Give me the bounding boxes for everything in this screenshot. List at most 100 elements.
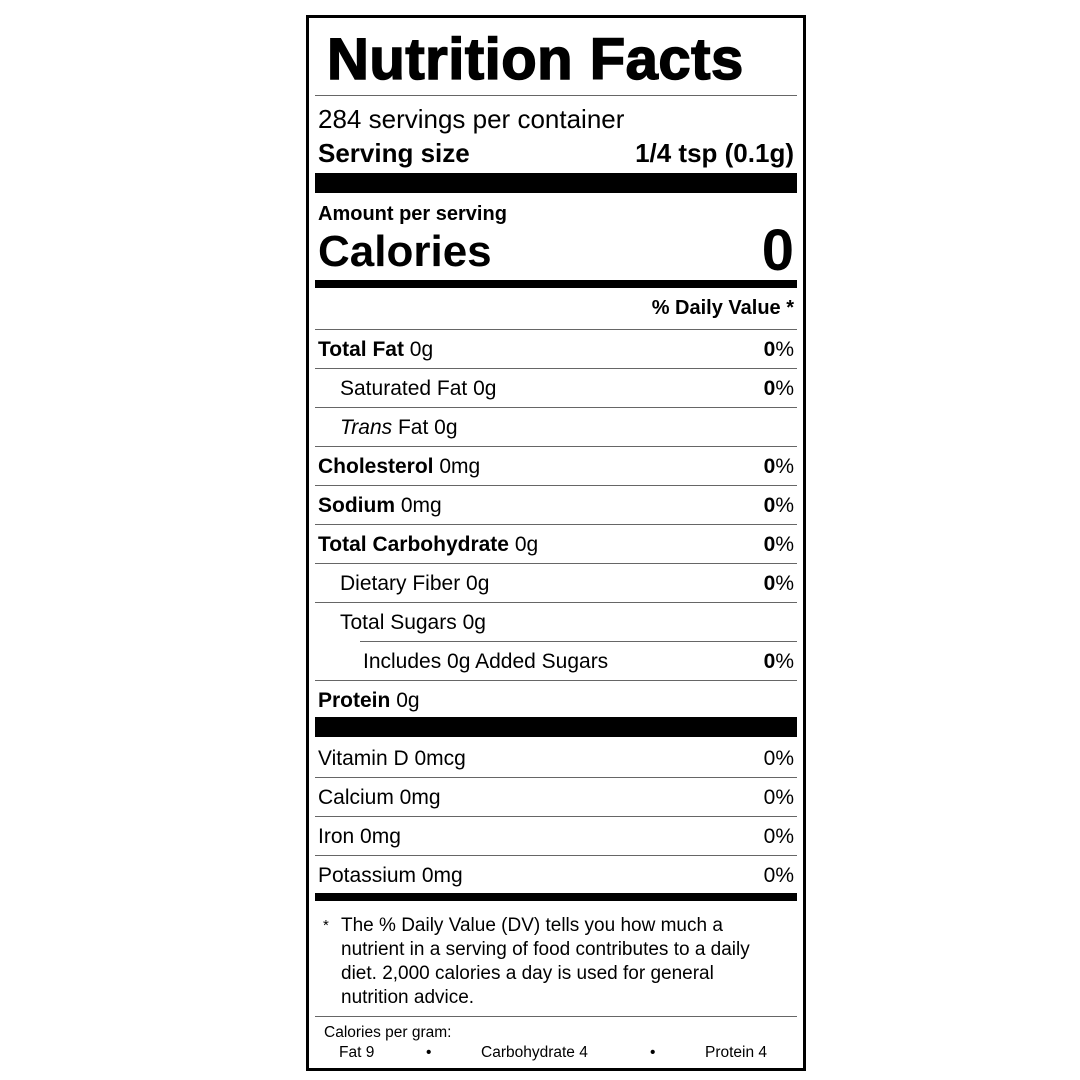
medium-divider — [315, 893, 797, 901]
divider — [315, 446, 797, 447]
dv-number: 0 — [763, 376, 776, 400]
percent-sign: % — [775, 649, 794, 673]
vitamin-daily-value: 0% — [763, 863, 794, 887]
vitamin-row: Calcium 0mg 0% — [315, 778, 797, 817]
nutrient-name: Cholesterol — [318, 454, 434, 478]
vitamin-daily-value: 0% — [763, 746, 794, 770]
nutrient-row: Cholesterol 0mg 0% — [315, 447, 797, 486]
nutrient-name: Total Sugars — [340, 610, 457, 634]
nutrient-row: Saturated Fat 0g 0% — [315, 369, 797, 408]
nutrient-daily-value: 0% — [764, 650, 794, 674]
vitamin-daily-value: 0% — [763, 785, 794, 809]
vitamin-label: Iron 0mg — [318, 824, 401, 848]
divider — [315, 329, 797, 330]
percent-sign: % — [775, 376, 794, 400]
medium-divider — [315, 280, 797, 288]
divider — [315, 602, 797, 603]
nutrient-name: Sodium — [318, 493, 395, 517]
nutrient-daily-value: 0% — [764, 377, 794, 401]
divider — [315, 524, 797, 525]
divider — [315, 777, 797, 778]
nutrient-row: Total Fat 0g 0% — [315, 330, 797, 369]
vitamin-row: Iron 0mg 0% — [315, 817, 797, 856]
thick-divider — [315, 717, 797, 737]
nutrient-label: Cholesterol 0mg — [318, 455, 480, 479]
serving-size-value: 1/4 tsp (0.1g) — [635, 138, 794, 168]
vitamin-label: Calcium 0mg — [318, 785, 441, 809]
nutrient-name: Trans — [340, 415, 393, 439]
nutrient-label: Total Sugars 0g — [318, 611, 486, 635]
percent-sign: % — [775, 532, 794, 556]
calories-value: 0 — [761, 218, 794, 283]
divider — [315, 855, 797, 856]
vitamin-label: Vitamin D 0mcg — [318, 746, 466, 770]
vitamin-row: Vitamin D 0mcg 0% — [315, 739, 797, 778]
vitamin-row: Potassium 0mg 0% — [315, 856, 797, 895]
nutrient-daily-value: 0% — [764, 455, 794, 479]
serving-size-label: Serving size — [318, 138, 470, 168]
nutrient-amount: 0g — [473, 376, 497, 400]
thick-divider — [315, 173, 797, 193]
dv-number: 0 — [763, 337, 776, 361]
divider — [315, 485, 797, 486]
footnote-asterisk: * — [323, 917, 329, 934]
nutrient-daily-value: 0% — [764, 338, 794, 362]
nutrient-amount: 0mg — [400, 493, 442, 517]
nutrient-daily-value: 0% — [764, 533, 794, 557]
divider — [315, 95, 797, 96]
nutrient-row: Includes 0g Added Sugars 0% — [315, 642, 797, 681]
nutrient-label: Trans Fat 0g — [318, 416, 458, 440]
nutrient-label: Saturated Fat 0g — [318, 377, 496, 401]
nutrient-name: Protein — [318, 688, 391, 712]
nutrient-name: Total Carbohydrate — [318, 532, 509, 556]
divider — [315, 563, 797, 564]
nutrient-label: Dietary Fiber 0g — [318, 572, 489, 596]
nutrient-amount: 0g — [434, 415, 458, 439]
nutrient-row: Total Sugars 0g — [315, 603, 797, 642]
calories-per-gram-label: Calories per gram: — [324, 1024, 452, 1041]
nutrient-row: Dietary Fiber 0g 0% — [315, 564, 797, 603]
divider — [315, 1016, 797, 1017]
percent-sign: % — [775, 571, 794, 595]
label-title: Nutrition Facts — [326, 26, 744, 93]
nutrient-label: Total Fat 0g — [318, 338, 433, 362]
divider — [315, 407, 797, 408]
divider — [315, 680, 797, 681]
percent-sign: % — [775, 454, 794, 478]
nutrient-row: Sodium 0mg 0% — [315, 486, 797, 525]
nutrient-label: Sodium 0mg — [318, 494, 442, 518]
nutrient-daily-value: 0% — [764, 494, 794, 518]
dv-number: 0 — [763, 649, 776, 673]
cpg-separator: • — [650, 1044, 656, 1061]
nutrient-amount: 0g — [466, 571, 490, 595]
dv-number: 0 — [763, 571, 776, 595]
footnote-text: The % Daily Value (DV) tells you how muc… — [341, 915, 750, 1008]
cpg-carbohydrate: Carbohydrate 4 — [481, 1044, 588, 1061]
nutrient-amount: 0g — [396, 688, 420, 712]
percent-sign: % — [775, 493, 794, 517]
divider — [315, 368, 797, 369]
nutrient-name: Dietary Fiber — [340, 571, 461, 595]
nutrient-name-suffix: Fat — [397, 415, 429, 439]
nutrient-daily-value: 0% — [764, 572, 794, 596]
percent-sign: % — [775, 337, 794, 361]
nutrient-row: Total Carbohydrate 0g 0% — [315, 525, 797, 564]
dv-number: 0 — [763, 532, 776, 556]
nutrient-label: Total Carbohydrate 0g — [318, 533, 538, 557]
nutrient-amount: 0g — [409, 337, 434, 361]
vitamin-daily-value: 0% — [763, 824, 794, 848]
divider — [315, 816, 797, 817]
nutrient-name: Includes 0g Added Sugars — [363, 649, 609, 673]
cpg-separator: • — [426, 1044, 432, 1061]
divider — [360, 641, 797, 642]
nutrient-row: Trans Fat 0g — [315, 408, 797, 447]
dv-number: 0 — [763, 454, 776, 478]
nutrient-amount: 0g — [462, 610, 486, 634]
nutrient-label: Includes 0g Added Sugars — [318, 650, 608, 674]
nutrient-name: Total Fat — [318, 337, 404, 361]
calories-label: Calories — [318, 227, 492, 276]
daily-value-header: % Daily Value * — [651, 297, 794, 319]
nutrient-amount: 0g — [514, 532, 539, 556]
servings-per-container: 284 servings per container — [318, 104, 625, 134]
nutrient-amount: 0mg — [439, 454, 481, 478]
